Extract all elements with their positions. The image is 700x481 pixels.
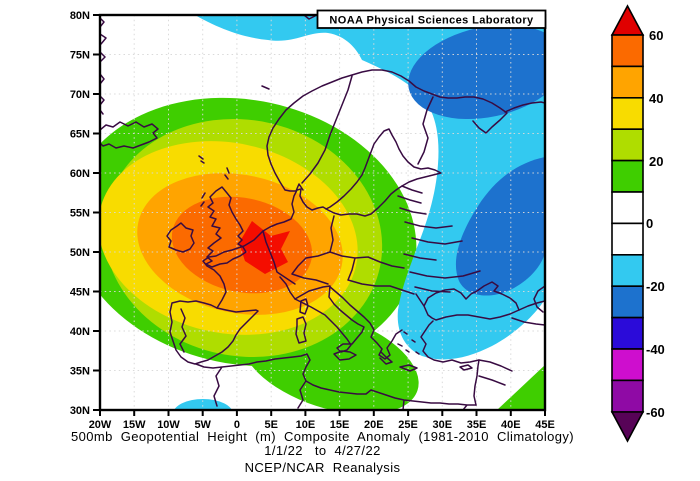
title-box-rect [316, 9, 547, 29]
lat-label: 80N [70, 10, 90, 22]
colorbar-tick: 0 [646, 216, 653, 231]
band-minus20-russia [455, 157, 545, 296]
colorbar-seg-20-30 [611, 128, 644, 162]
lon-label: 40E [501, 419, 521, 431]
colorbar-seg-50-60 [611, 34, 644, 68]
caption-date-range: 1/1/22 to 4/27/22 [264, 443, 381, 458]
lat-label: 65N [70, 129, 90, 141]
colorbar-seg-40-50 [611, 65, 644, 99]
colorbar-seg-30-40 [611, 97, 644, 131]
colorbar-seg-m40-m30 [611, 316, 644, 350]
band-plus10-corner [497, 365, 545, 410]
lat-label: 35N [70, 366, 90, 378]
title-box: NOAA Physical Sciences Laboratory [316, 9, 547, 29]
colorbar-arrow-bottom [610, 411, 645, 443]
lat-label: 50N [70, 247, 90, 259]
lon-label: 15E [330, 419, 350, 431]
lon-label: 5W [194, 419, 211, 431]
lon-label: 5E [264, 419, 277, 431]
lat-label: 30N [70, 405, 90, 417]
lon-label: 20W [89, 419, 112, 431]
lat-label: 45N [70, 287, 90, 299]
colorbar-seg-m60-m50 [611, 379, 644, 413]
lon-label: 10W [157, 419, 180, 431]
band-plus60-core [239, 221, 290, 274]
colorbar-seg-m50-m40 [611, 348, 644, 382]
lon-label: 10E [296, 419, 316, 431]
colorbar-tick: -60 [646, 405, 665, 420]
colorbar-seg-m20-m10 [611, 254, 644, 288]
caption-title: 500mb Geopotential Height (m) Composite … [70, 429, 575, 444]
lat-label: 60N [70, 168, 90, 180]
lat-label: 55N [70, 208, 90, 220]
lon-label: 0 [234, 419, 240, 431]
colorbar-arrow-top [610, 4, 645, 36]
colorbar-seg-0-10 [611, 191, 644, 225]
axis-ticks [93, 14, 546, 416]
colorbar [610, 4, 645, 443]
anomaly-field [100, 15, 545, 410]
lat-label: 40N [70, 326, 90, 338]
lon-label: 45E [535, 419, 555, 431]
title-box-label: NOAA Physical Sciences Laboratory [329, 15, 534, 27]
colorbar-tick: -40 [646, 342, 665, 357]
colorbar-seg-m10-0 [611, 222, 644, 256]
lon-axis-labels: 20W 15W 10W 5W 0 5E 10E 15E 20E 25E 30E … [89, 419, 555, 431]
colorbar-seg-m30-m20 [611, 285, 644, 319]
lon-label: 20E [364, 419, 384, 431]
graticule [100, 15, 545, 410]
band-minus20-barents [408, 24, 545, 120]
lon-label: 35E [467, 419, 487, 431]
colorbar-tick: 60 [649, 28, 663, 43]
lat-label: 70N [70, 89, 90, 101]
band-minus10-morocco [174, 399, 232, 410]
lon-label: 15W [123, 419, 146, 431]
lon-label: 30E [433, 419, 453, 431]
colorbar-tick: -20 [646, 279, 665, 294]
colorbar-labels: 60 40 20 0 -20 -40 -60 [646, 28, 665, 420]
lat-axis-labels: 80N 75N 70N 65N 60N 55N 50N 45N 40N 35N … [70, 10, 90, 417]
colorbar-seg-10-20 [611, 159, 644, 193]
lat-label: 75N [70, 50, 90, 62]
coastlines [100, 15, 545, 410]
lon-label: 25E [398, 419, 418, 431]
colorbar-tick: 40 [649, 91, 663, 106]
colorbar-tick: 20 [649, 154, 663, 169]
caption-dataset: NCEP/NCAR Reanalysis [244, 460, 401, 475]
